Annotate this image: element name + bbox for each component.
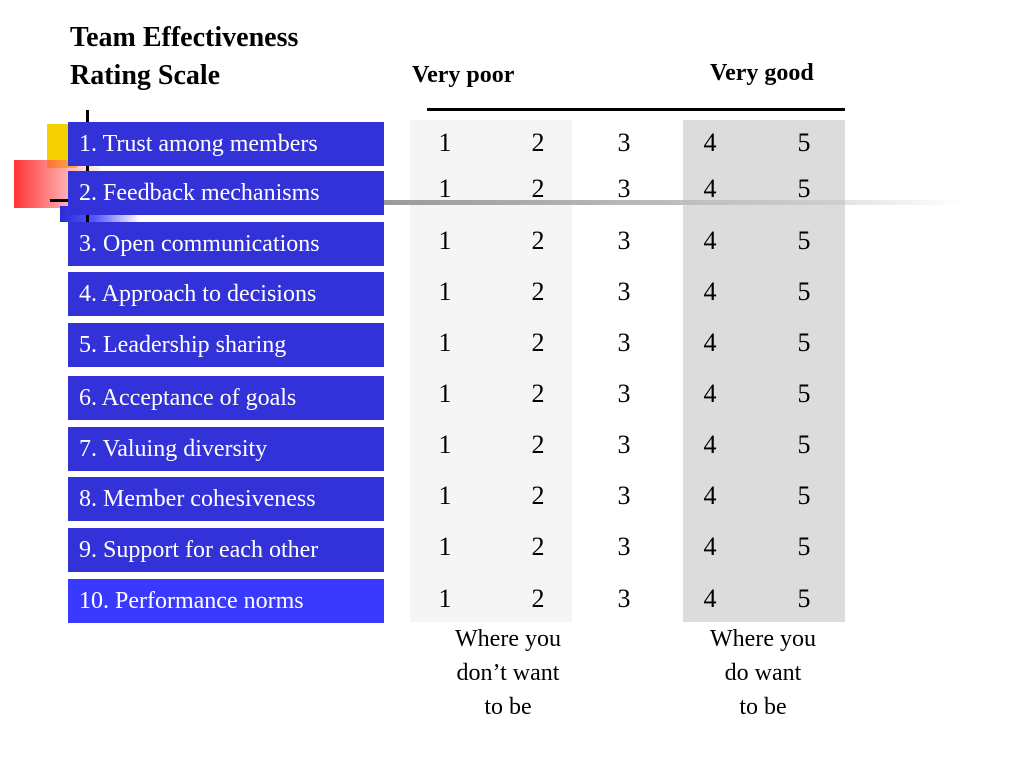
page-title: Team Effectiveness Rating Scale — [70, 19, 298, 95]
rating-option[interactable]: 5 — [797, 379, 811, 408]
rating-option[interactable]: 3 — [617, 481, 631, 510]
rating-option[interactable]: 4 — [703, 379, 717, 408]
rating-option[interactable]: 1 — [438, 174, 452, 203]
rating-option[interactable]: 3 — [617, 584, 631, 613]
rating-option[interactable]: 3 — [617, 328, 631, 357]
rating-option[interactable]: 4 — [703, 128, 717, 157]
rating-option[interactable]: 4 — [703, 174, 717, 203]
title-line-1: Team Effectiveness — [70, 22, 299, 53]
high-note-line: Where you — [710, 626, 816, 652]
rating-option[interactable]: 3 — [617, 277, 631, 306]
decorative-grey-line — [384, 200, 964, 205]
rating-option[interactable]: 1 — [438, 532, 452, 561]
rating-option[interactable]: 1 — [438, 128, 452, 157]
rating-option[interactable]: 4 — [703, 532, 717, 561]
rating-option[interactable]: 4 — [703, 584, 717, 613]
rating-option[interactable]: 1 — [438, 328, 452, 357]
rating-option[interactable]: 2 — [531, 584, 545, 613]
decorative-vertical-line — [86, 110, 89, 222]
rating-option[interactable]: 1 — [438, 430, 452, 459]
criterion-label: 10. Performance norms — [68, 579, 384, 623]
rating-option[interactable]: 4 — [703, 226, 717, 255]
rating-option[interactable]: 1 — [438, 481, 452, 510]
rating-option[interactable]: 5 — [797, 584, 811, 613]
rating-option[interactable]: 1 — [438, 277, 452, 306]
rating-option[interactable]: 3 — [617, 430, 631, 459]
scale-rule — [427, 108, 845, 111]
high-range-note: Where you do want to be — [673, 622, 853, 724]
criterion-label: 9. Support for each other — [68, 528, 384, 572]
rating-option[interactable]: 3 — [617, 532, 631, 561]
rating-option[interactable]: 5 — [797, 328, 811, 357]
criterion-label: 8. Member cohesiveness — [68, 477, 384, 521]
rating-option[interactable]: 2 — [531, 277, 545, 306]
low-note-line: Where you — [455, 626, 561, 652]
criterion-label: 2. Feedback mechanisms — [68, 171, 384, 215]
rating-option[interactable]: 3 — [617, 128, 631, 157]
rating-option[interactable]: 2 — [531, 481, 545, 510]
criterion-label: 7. Valuing diversity — [68, 427, 384, 471]
rating-option[interactable]: 5 — [797, 430, 811, 459]
criterion-label: 4. Approach to decisions — [68, 272, 384, 316]
rating-option[interactable]: 5 — [797, 128, 811, 157]
rating-option[interactable]: 2 — [531, 226, 545, 255]
rating-option[interactable]: 3 — [617, 174, 631, 203]
rating-option[interactable]: 3 — [617, 226, 631, 255]
scale-high-label: Very good — [710, 60, 814, 86]
rating-option[interactable]: 1 — [438, 379, 452, 408]
low-note-line: don’t want — [456, 660, 560, 686]
rating-option[interactable]: 2 — [531, 328, 545, 357]
rating-option[interactable]: 2 — [531, 379, 545, 408]
high-note-line: to be — [739, 694, 787, 720]
rating-option[interactable]: 5 — [797, 532, 811, 561]
criterion-label: 5. Leadership sharing — [68, 323, 384, 367]
rating-option[interactable]: 2 — [531, 532, 545, 561]
low-note-line: to be — [484, 694, 532, 720]
rating-option[interactable]: 5 — [797, 481, 811, 510]
rating-option[interactable]: 4 — [703, 481, 717, 510]
rating-option[interactable]: 3 — [617, 379, 631, 408]
rating-option[interactable]: 4 — [703, 328, 717, 357]
rating-option[interactable]: 5 — [797, 226, 811, 255]
rating-option[interactable]: 4 — [703, 430, 717, 459]
rating-option[interactable]: 5 — [797, 174, 811, 203]
rating-option[interactable]: 2 — [531, 430, 545, 459]
high-note-line: do want — [724, 660, 802, 686]
rating-option[interactable]: 2 — [531, 128, 545, 157]
rating-option[interactable]: 4 — [703, 277, 717, 306]
scale-low-label: Very poor — [412, 62, 515, 88]
rating-option[interactable]: 2 — [531, 174, 545, 203]
rating-option[interactable]: 5 — [797, 277, 811, 306]
criterion-label: 3. Open communications — [68, 222, 384, 266]
low-range-note: Where you don’t want to be — [418, 622, 598, 724]
criterion-label: 1. Trust among members — [68, 122, 384, 166]
rating-option[interactable]: 1 — [438, 226, 452, 255]
title-line-2: Rating Scale — [70, 60, 221, 91]
criterion-label: 6. Acceptance of goals — [68, 376, 384, 420]
rating-option[interactable]: 1 — [438, 584, 452, 613]
